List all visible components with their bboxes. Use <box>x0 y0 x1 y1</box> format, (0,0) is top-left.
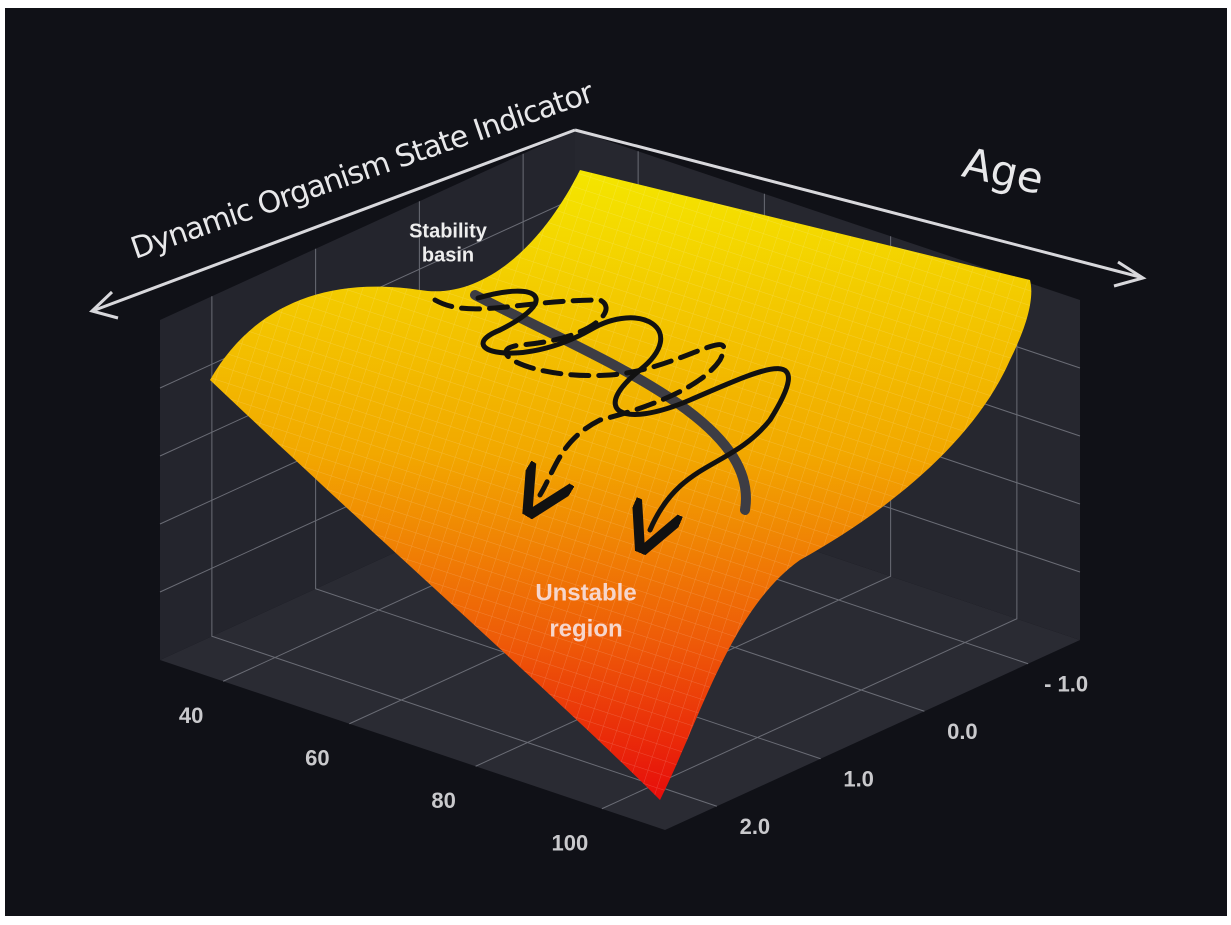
x-tick-label: 100 <box>552 831 589 856</box>
y-tick-label: - 1.0 <box>1044 672 1088 697</box>
annotation: Stability <box>409 220 488 242</box>
y-tick-label: 2.0 <box>740 814 771 839</box>
annotation: Unstable <box>535 579 636 606</box>
x-tick-label: 60 <box>305 746 329 771</box>
y-tick-label: 0.0 <box>947 719 978 744</box>
annotation: region <box>549 615 622 642</box>
y-tick-label: 1.0 <box>843 767 874 792</box>
chart: 406080100- 1.00.01.02.0Dynamic Organism … <box>0 0 1231 925</box>
annotation: basin <box>422 244 474 266</box>
x-tick-label: 40 <box>179 703 203 728</box>
x-tick-label: 80 <box>431 788 455 813</box>
